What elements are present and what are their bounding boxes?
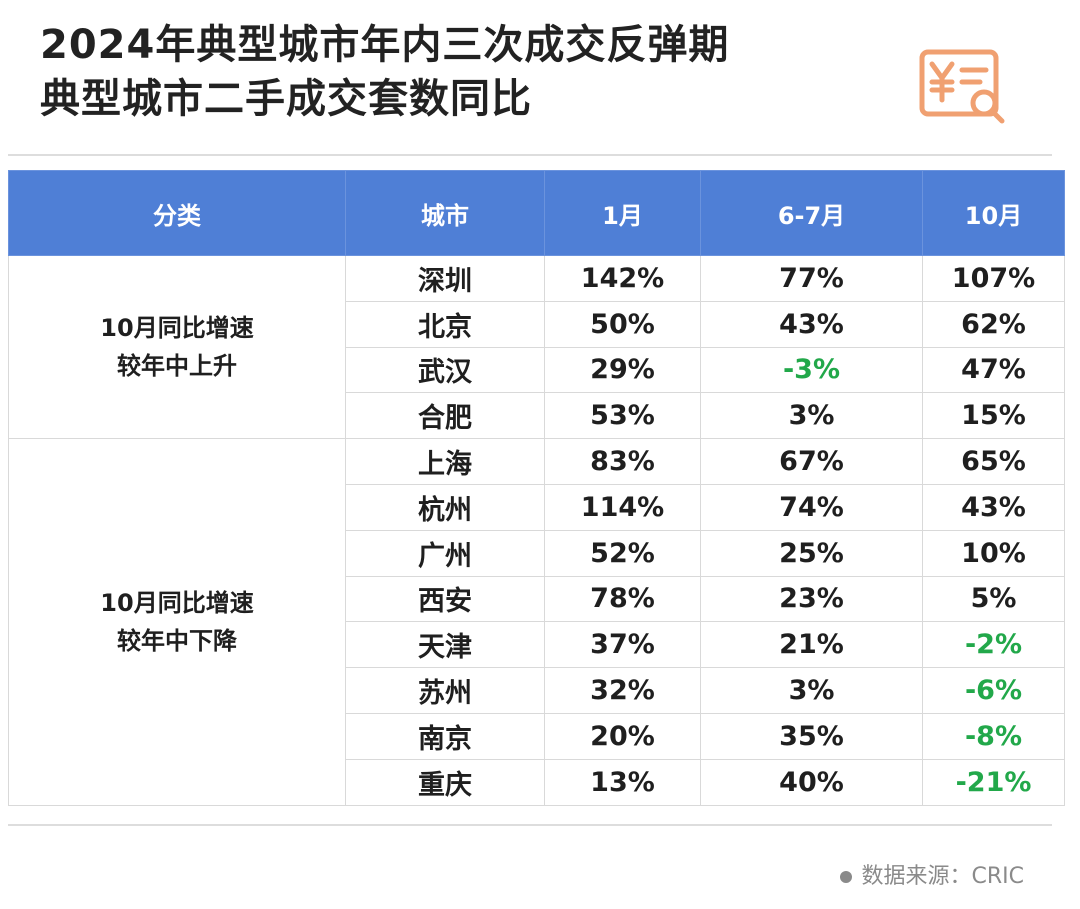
cell-jun-jul: 74% — [700, 483, 923, 531]
cell-jan: 142% — [544, 255, 701, 302]
cell-jan: 29% — [544, 346, 701, 394]
cell-city: 深圳 — [345, 255, 545, 302]
source-text: 数据来源：CRIC — [861, 864, 1025, 889]
cell-city: 天津 — [345, 621, 545, 669]
cell-city: 合肥 — [345, 392, 545, 440]
cell-oct: 5% — [922, 575, 1065, 623]
cell-oct: 65% — [922, 438, 1065, 485]
bottom-divider — [8, 824, 1052, 826]
page-title: 2024年典型城市年内三次成交反弹期 — [40, 22, 730, 68]
top-divider — [8, 154, 1052, 156]
cell-city: 北京 — [345, 300, 545, 348]
table-row: 武汉 29% -3% 47% — [9, 346, 1065, 394]
cell-city: 广州 — [345, 529, 545, 577]
header-jun-jul: 6-7月 — [700, 170, 923, 256]
cell-oct: 10% — [922, 529, 1065, 577]
header-oct: 10月 — [922, 170, 1065, 256]
cell-oct: 107% — [922, 255, 1065, 302]
data-source: 数据来源：CRIC — [839, 858, 1025, 890]
table-row: 天津 37% 21% -2% — [9, 621, 1065, 669]
cell-oct: 62% — [922, 300, 1065, 348]
cell-oct: -2% — [922, 621, 1065, 669]
cell-oct: 43% — [922, 483, 1065, 531]
cell-jan: 20% — [544, 712, 701, 760]
cell-oct: -8% — [922, 712, 1065, 760]
header-jan: 1月 — [544, 170, 701, 256]
cell-jun-jul: 3% — [700, 667, 923, 714]
bullet-dot-icon — [839, 871, 852, 883]
cell-city: 苏州 — [345, 667, 545, 714]
category-cell: 10月同比增速 较年中下降 — [8, 438, 346, 806]
cell-jan: 83% — [544, 438, 701, 485]
table-row: 10月同比增速 较年中上升 深圳 142% 77% 107% — [8, 254, 1065, 440]
cell-city: 重庆 — [345, 758, 545, 806]
cell-city: 上海 — [345, 438, 545, 485]
header-city: 城市 — [345, 170, 545, 256]
cell-jan: 114% — [544, 483, 701, 531]
cell-jun-jul: 21% — [700, 621, 923, 669]
data-table: 分类 城市 1月 6-7月 10月 10月同比增速 较年中上升 深圳 142% 77% 1… — [8, 170, 1065, 806]
category-label: 10月同比增速 — [100, 588, 254, 617]
cell-city: 西安 — [345, 575, 545, 623]
cell-jun-jul: 40% — [700, 758, 923, 806]
cell-jun-jul: -3% — [700, 346, 923, 394]
title-block: 2024年典型城市年内三次成交反弹期 典型城市二手成交套数同比 — [40, 18, 729, 126]
cell-oct: 47% — [922, 346, 1065, 394]
cell-city: 武汉 — [345, 346, 545, 394]
table-row: 合肥 53% 3% 15% — [9, 392, 1065, 440]
table-header-row: 分类 城市 1月 6-7月 10月 — [8, 170, 1065, 256]
table-row: 南京 20% 35% -8% — [9, 712, 1065, 760]
cell-jan: 78% — [544, 575, 701, 623]
cell-oct: 15% — [922, 392, 1065, 440]
yen-document-search-icon — [919, 49, 1005, 124]
cell-oct: -21% — [922, 758, 1065, 806]
cell-jan: 50% — [544, 300, 701, 348]
header-category: 分类 — [8, 170, 346, 256]
category-cell: 10月同比增速 较年中上升 — [8, 254, 346, 440]
cell-jan: 37% — [544, 621, 701, 669]
cell-jun-jul: 67% — [700, 438, 923, 485]
category-label: 10月同比增速 — [100, 314, 254, 343]
cell-city: 南京 — [345, 712, 545, 760]
category-label: 较年中下降 — [117, 626, 237, 655]
category-label: 较年中上升 — [117, 352, 237, 381]
table-body: 10月同比增速 较年中上升 深圳 142% 77% 107% 北京 50% 43% 62% 武汉 29… — [8, 254, 1065, 806]
cell-oct: -6% — [922, 667, 1065, 714]
cell-jan: 32% — [544, 667, 701, 714]
cell-jun-jul: 3% — [700, 392, 923, 440]
cell-city: 杭州 — [345, 483, 545, 531]
cell-jan: 52% — [544, 529, 701, 577]
cell-jan: 53% — [544, 392, 701, 440]
cell-jun-jul: 43% — [700, 300, 923, 348]
table-row: 北京 50% 43% 62% — [9, 300, 1065, 348]
table-row: 苏州 32% 3% -6% — [9, 667, 1065, 714]
table-row: 重庆 13% 40% -21% — [9, 758, 1065, 806]
cell-jun-jul: 23% — [700, 575, 923, 623]
table-row: 广州 52% 25% 10% — [9, 529, 1065, 577]
cell-jun-jul: 77% — [700, 255, 923, 302]
table-row: 杭州 114% 74% 43% — [9, 483, 1065, 531]
cell-jun-jul: 25% — [700, 529, 923, 577]
page-subtitle: 典型城市二手成交套数同比 — [40, 76, 532, 122]
table-row: 西安 78% 23% 5% — [9, 575, 1065, 623]
table-row: 10月同比增速 较年中下降 上海 83% 67% 65% — [8, 438, 1065, 806]
cell-jan: 13% — [544, 758, 701, 806]
cell-jun-jul: 35% — [700, 712, 923, 760]
